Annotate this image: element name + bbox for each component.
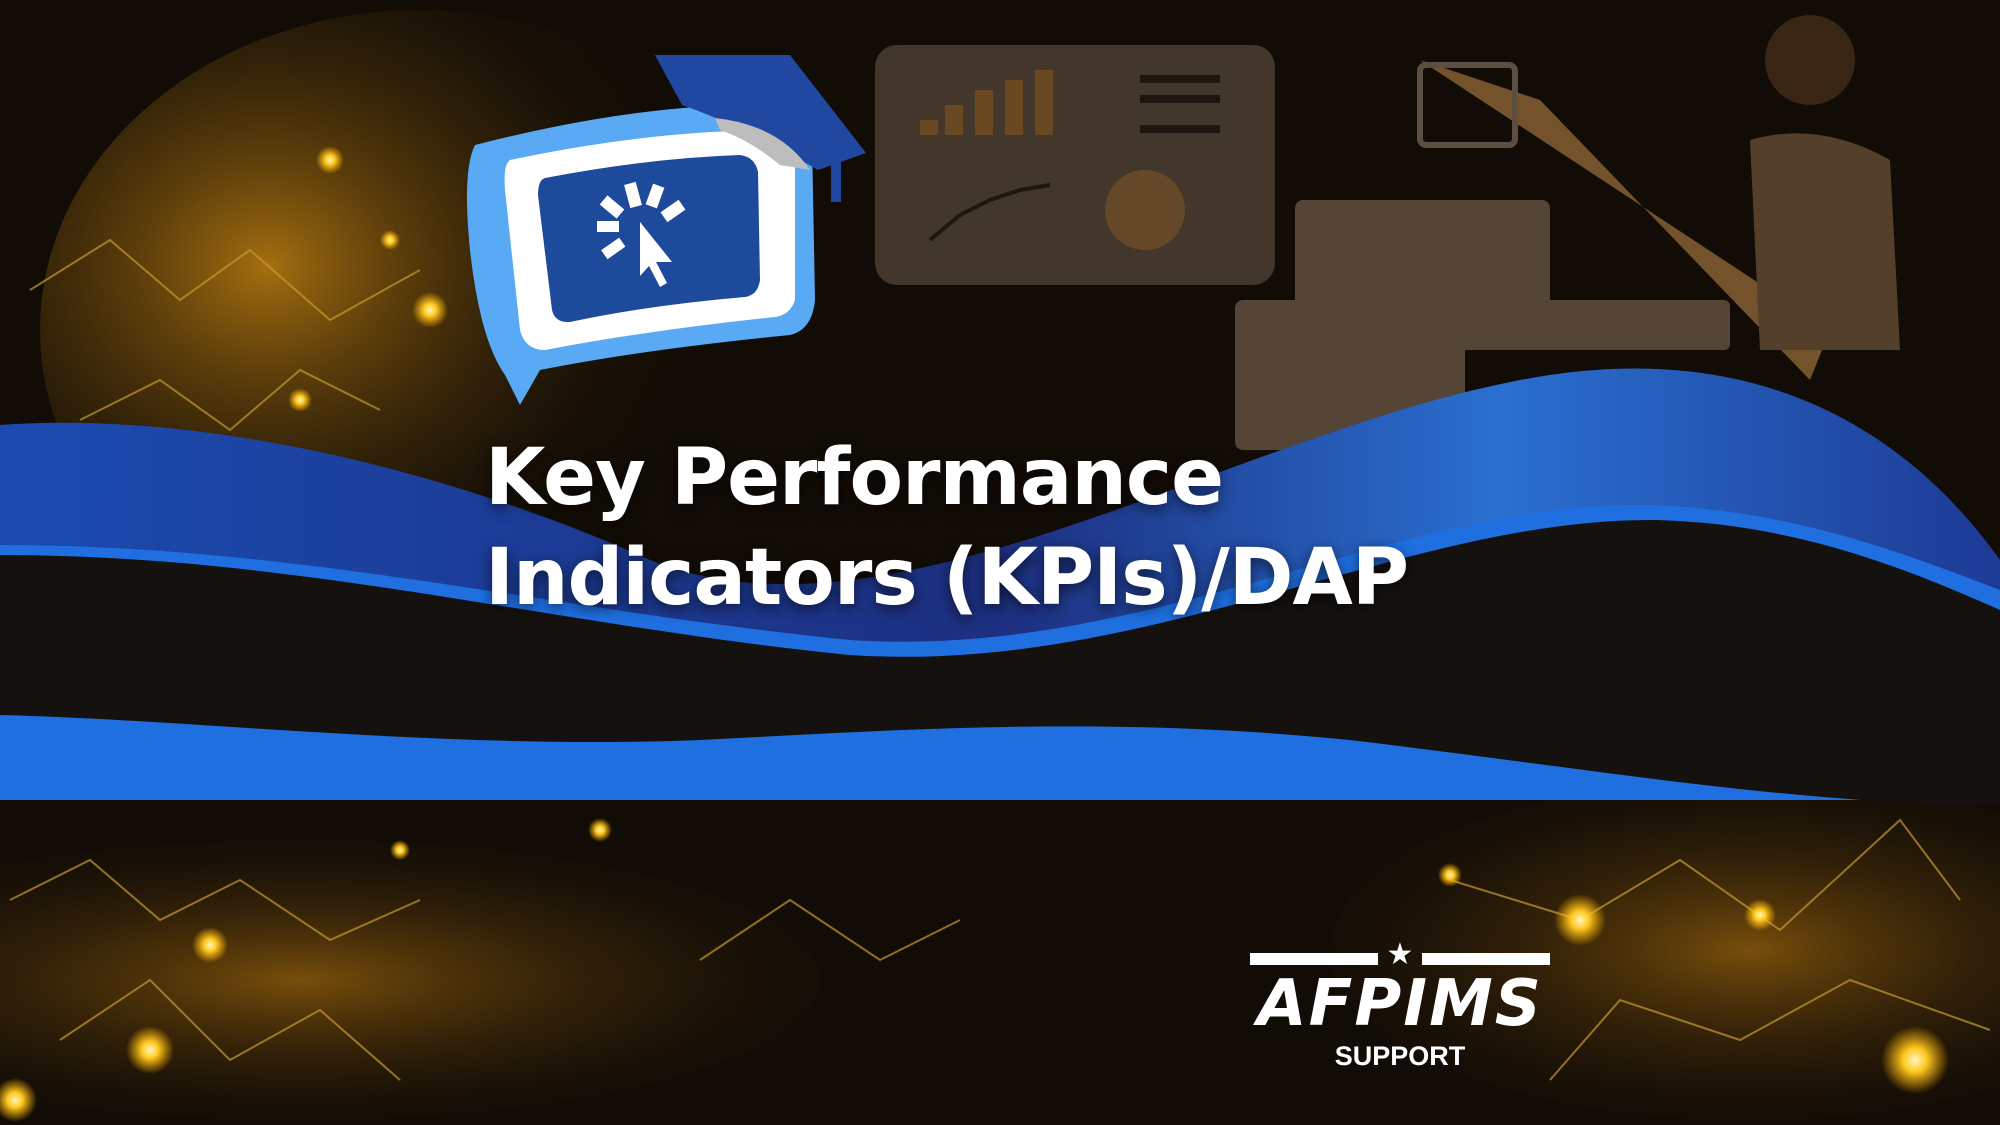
glow-dots bbox=[0, 146, 1949, 1122]
logo-bar-left bbox=[1250, 953, 1378, 965]
logo-wordmark: AFPIMS bbox=[1257, 967, 1543, 1041]
dark-band bbox=[0, 520, 2000, 805]
education-illustration bbox=[875, 15, 1900, 450]
graduation-cap-icon bbox=[655, 55, 866, 202]
afpims-support-logo: ★ AFPIMS SUPPORT bbox=[1250, 939, 1550, 1083]
click-cursor-icon bbox=[597, 181, 686, 287]
logo-subtitle: SUPPORT bbox=[1334, 1041, 1466, 1071]
logo-bar-right bbox=[1422, 953, 1550, 965]
network-nodes bbox=[9, 238, 1991, 1081]
lms-badge-icon bbox=[466, 55, 866, 405]
title-line-1: Key Performance bbox=[485, 433, 1224, 523]
slide-title: Key Performance Indicators (KPIs)/DAP bbox=[485, 428, 1409, 628]
title-line-2: Indicators (KPIs)/DAP bbox=[485, 533, 1409, 623]
star-icon: ★ bbox=[1386, 938, 1414, 971]
